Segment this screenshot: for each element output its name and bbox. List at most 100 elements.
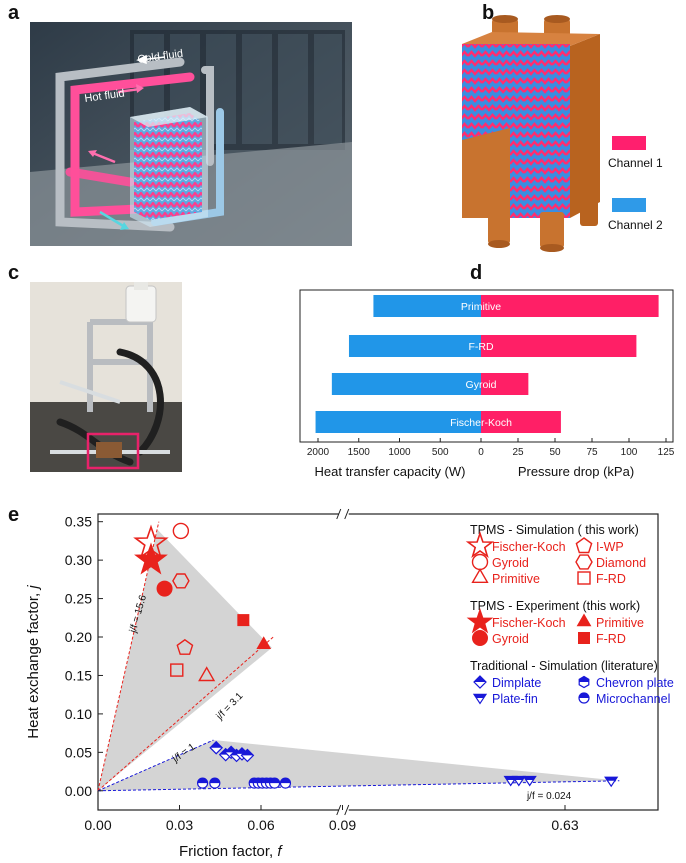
heat-bar	[348, 335, 481, 357]
data-point	[176, 638, 194, 655]
legend-marker-fill	[579, 676, 589, 682]
x-tick-label: 0.63	[551, 817, 578, 833]
legend-marker	[472, 630, 488, 646]
hot-fluid-label: Hot fluid	[84, 87, 126, 105]
legend-label: Primitive	[492, 572, 540, 586]
axis-break-mark	[336, 804, 342, 816]
axis-break-gap	[338, 807, 349, 813]
axis-break-mark	[344, 804, 350, 816]
legend-marker	[575, 537, 593, 554]
panel-e-letter: e	[8, 504, 20, 526]
legend-group-title: Traditional - Simulation (literature)	[470, 659, 658, 673]
ratio-label: j/f = 0.024	[526, 791, 572, 802]
x-tick-label: 1500	[348, 447, 371, 458]
bar-category-label: Gyroid	[466, 379, 497, 391]
legend-label: Chevron plate	[596, 676, 674, 690]
x-tick-label: 1000	[388, 447, 411, 458]
legend-label: F-RD	[596, 572, 626, 586]
pressure-bar	[481, 335, 637, 357]
ratio-line-0-024	[97, 780, 620, 792]
legend-marker	[577, 571, 591, 585]
ratio-line-3-1	[97, 636, 274, 792]
y-tick-label: 0.25	[65, 591, 92, 607]
channel-1-swatch	[612, 136, 646, 150]
legend-group-title: TPMS - Experiment (this work)	[470, 599, 640, 613]
legend-label: Primitive	[596, 616, 644, 630]
channel-1-label: Channel 1	[608, 156, 663, 170]
axis-break-mark	[344, 508, 350, 520]
pressure-bar	[481, 373, 529, 395]
data-point	[198, 666, 216, 682]
bar-category-label: F-RD	[468, 341, 493, 353]
plot-frame	[299, 289, 674, 443]
legend-group-title: TPMS - Simulation ( this work)	[470, 523, 639, 537]
heat-bar	[315, 411, 481, 433]
legend-marker	[578, 632, 590, 644]
channel-2-swatch	[612, 198, 646, 212]
legend-marker	[465, 531, 495, 559]
data-point-fill	[241, 749, 254, 756]
tpms-region	[98, 529, 272, 791]
legend-marker	[466, 607, 494, 634]
y-tick-label: 0.05	[65, 744, 92, 760]
bar-category-label: Primitive	[461, 301, 501, 313]
data-point	[237, 614, 250, 627]
data-point	[156, 580, 173, 597]
data-point-fill	[210, 741, 223, 748]
ratio-line-1	[97, 739, 214, 792]
x-tick-label: 0	[478, 447, 484, 458]
scatter-chart: j/f = 15.6j/f = 3.1j/f = 1j/f = 0.0240.0…	[25, 508, 674, 860]
x-tick-label: 125	[658, 447, 675, 458]
x-tick-label: 100	[621, 447, 638, 458]
data-point	[170, 663, 184, 677]
panel-b-model	[462, 15, 600, 252]
panel-a-illustration: Cold fluid Hot fluid	[30, 22, 352, 246]
x-tick-label: 0.03	[166, 817, 193, 833]
right-axis-label: Pressure drop (kPa)	[518, 464, 634, 479]
data-point	[256, 636, 272, 649]
data-point-fill	[523, 776, 536, 781]
legend-label: Microchannel	[596, 692, 670, 706]
legend-label: Diamond	[596, 556, 646, 570]
x-axis-label: Friction factor, f	[179, 843, 283, 860]
channel-legend: Channel 1 Channel 2	[608, 136, 682, 232]
axis-break-mark	[336, 508, 342, 520]
legend-marker	[576, 613, 592, 627]
legend-label: Fischer-Koch	[492, 540, 566, 554]
bar-chart: Primitive F-RD Gyroid Fischer-Koch 2000 1500 1…	[299, 289, 675, 479]
legend-label: F-RD	[596, 632, 626, 646]
ratio-line-15-6	[97, 521, 160, 791]
pressure-bar	[481, 411, 561, 433]
y-tick-label: 0.35	[65, 514, 92, 530]
data-point	[134, 542, 168, 575]
heat-bar	[331, 373, 481, 395]
legend-marker-fill	[474, 676, 486, 682]
panel-a-letter: a	[8, 2, 20, 24]
x-tick-label: 75	[586, 447, 598, 458]
data-point-fill	[512, 776, 525, 781]
legend-marker-fill	[474, 694, 486, 698]
legend-label: I-WP	[596, 540, 624, 554]
y-tick-label: 0.30	[65, 552, 92, 568]
data-point-fill	[269, 778, 280, 784]
y-axis-label: Heat exchange factor, j	[25, 585, 42, 739]
legend-label: Plate-fin	[492, 692, 538, 706]
legend-label: Gyroid	[492, 632, 529, 646]
y-tick-label: 0.20	[65, 629, 92, 645]
data-point	[172, 573, 190, 589]
legend-label: Gyroid	[492, 556, 529, 570]
pressure-bar	[481, 295, 659, 317]
legend-label: Dimplate	[492, 676, 541, 690]
left-axis-label: Heat transfer capacity (W)	[315, 464, 466, 479]
x-tick-label: 500	[432, 447, 449, 458]
y-tick-label: 0.10	[65, 706, 92, 722]
data-point-fill	[280, 778, 291, 784]
legend-marker	[575, 554, 593, 570]
x-tick-label: 0.06	[247, 817, 274, 833]
panel-c-photo	[30, 282, 182, 472]
x-tick-label: 50	[549, 447, 561, 458]
y-tick-label: 0.15	[65, 667, 92, 683]
panel-b-letter: b	[482, 2, 495, 24]
data-points	[133, 522, 619, 789]
channel-2-label: Channel 2	[608, 218, 663, 232]
